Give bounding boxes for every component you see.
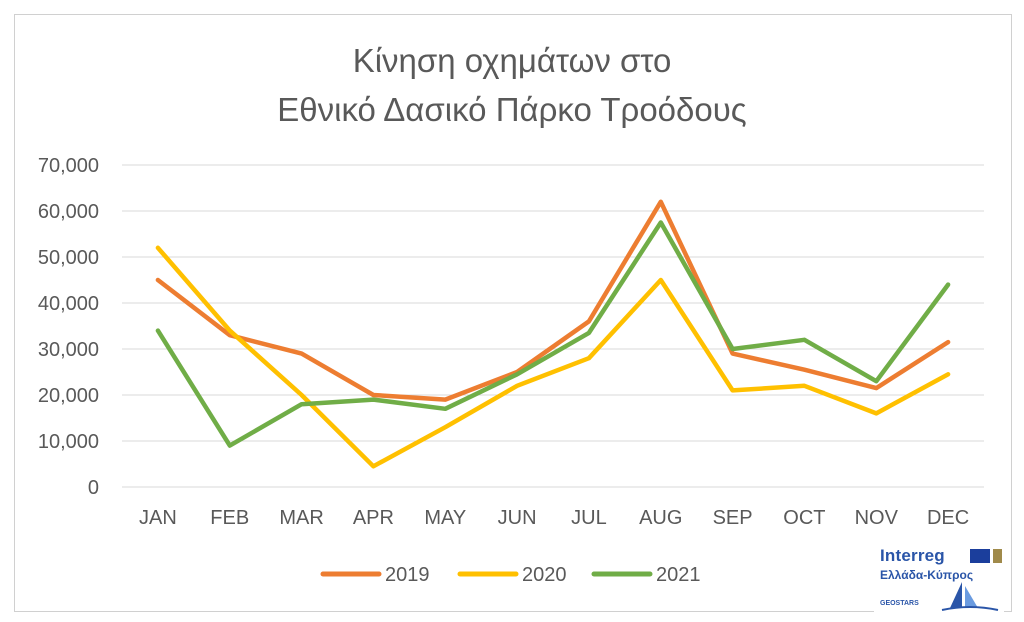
x-tick-label: AUG (639, 507, 682, 529)
y-tick-label: 70,000 (38, 155, 99, 177)
y-tick-label: 0 (88, 477, 99, 499)
x-tick-label: OCT (783, 507, 825, 529)
eu-flag-icon (970, 549, 990, 563)
x-tick-label: JUN (498, 507, 537, 529)
chart-title: Κίνηση οχημάτων στο Εθνικό Δασικό Πάρκο … (277, 42, 746, 128)
x-axis-ticks: JAN FEB MAR APR MAY JUN JUL AUG SEP OCT NOV DEC (139, 507, 969, 529)
y-tick-label: 60,000 (38, 201, 99, 223)
chart-title-line-2: Εθνικό Δασικό Πάρκο Τροόδους (277, 91, 746, 128)
logo-brand: Interreg (880, 546, 945, 565)
series-lines (155, 199, 951, 469)
crest-icon (993, 549, 1002, 563)
y-axis-ticks: 0 10,000 20,000 30,000 40,000 50,000 60,000 70,… (38, 155, 99, 499)
x-tick-label: JUL (571, 507, 607, 529)
y-tick-label: 40,000 (38, 293, 99, 315)
y-tick-label: 10,000 (38, 431, 99, 453)
y-tick-label: 30,000 (38, 339, 99, 361)
series-line-2019 (155, 199, 951, 402)
y-tick-label: 50,000 (38, 247, 99, 269)
x-tick-label: APR (353, 507, 394, 529)
y-tick-label: 20,000 (38, 385, 99, 407)
series-line-2021 (155, 220, 951, 448)
series-line-2020 (155, 245, 951, 469)
interreg-logo: Interreg Ελλάδα-Κύπρος GEOSTARS (874, 544, 1004, 618)
x-tick-label: FEB (210, 507, 249, 529)
x-tick-label: DEC (927, 507, 969, 529)
logo-project: GEOSTARS (880, 600, 919, 607)
x-tick-label: MAY (424, 507, 466, 529)
x-tick-label: MAR (279, 507, 323, 529)
sailboat-icon (941, 582, 999, 611)
legend-label-2019: 2019 (385, 564, 430, 586)
x-tick-label: JAN (139, 507, 177, 529)
gridlines (122, 164, 984, 488)
chart-frame (14, 14, 1012, 612)
logo-region: Ελλάδα-Κύπρος (880, 568, 974, 582)
legend: 2019 2020 2021 (320, 564, 701, 586)
chart-title-line-1: Κίνηση οχημάτων στο (353, 42, 672, 79)
x-tick-label: SEP (713, 507, 753, 529)
legend-label-2020: 2020 (522, 564, 567, 586)
legend-label-2021: 2021 (656, 564, 701, 586)
x-tick-label: NOV (855, 507, 899, 529)
